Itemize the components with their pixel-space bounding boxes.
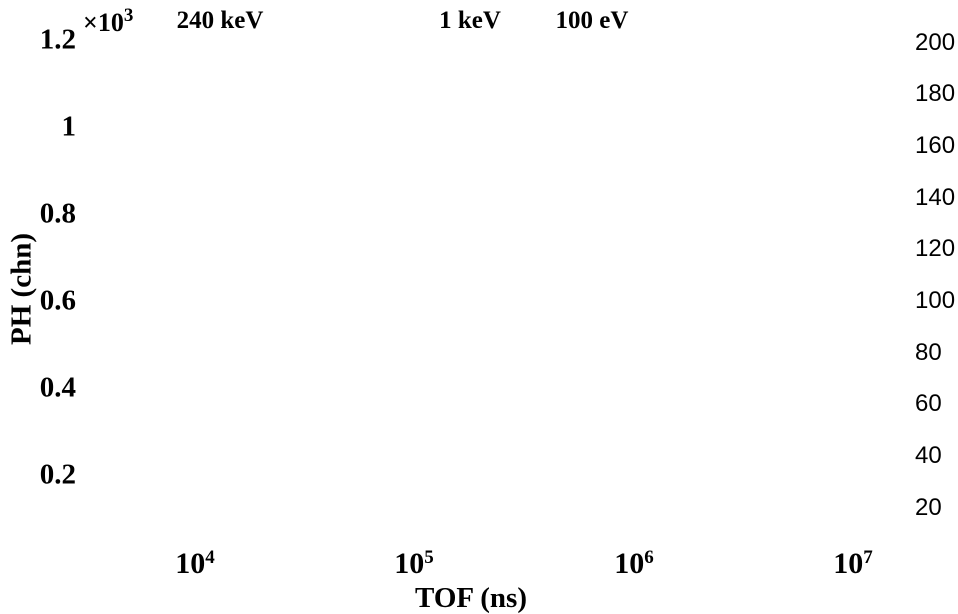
z-tick-label-20: 20 [915, 494, 942, 521]
heatmap-canvas [85, 39, 858, 540]
x-tick-label-1e5: 105 [394, 547, 434, 580]
y-tick-label-0p4: 0.4 [39, 371, 76, 404]
y-tick-label-0p8: 0.8 [39, 197, 76, 230]
z-tick-label-160: 160 [915, 132, 956, 159]
z-tick-label-200: 200 [915, 29, 956, 56]
z-tick-label-80: 80 [915, 339, 942, 366]
z-tick-label-40: 40 [915, 442, 942, 469]
annotation-label-1kev: 1 keV [439, 7, 501, 34]
z-tick-label-60: 60 [915, 390, 942, 417]
x-tick-label-1e7: 107 [833, 547, 873, 580]
annotation-label-240kev: 240 keV [176, 7, 264, 34]
y-tick-label-0p6: 0.6 [39, 284, 76, 317]
y-tick-label-1: 1 [61, 110, 77, 143]
z-tick-label-100: 100 [915, 287, 956, 314]
x-tick-label-1e4: 104 [175, 547, 215, 580]
z-tick-label-120: 120 [915, 235, 956, 262]
y-tick-label-1p2: 1.2 [39, 23, 76, 56]
z-tick-label-180: 180 [915, 80, 956, 107]
x-axis-title: TOF (ns) [415, 582, 527, 614]
annotation-label-100ev: 100 eV [555, 7, 629, 34]
y-axis-offset-label: ×103 [83, 5, 134, 37]
z-tick-label-140: 140 [915, 184, 956, 211]
y-tick-label-0p2: 0.2 [39, 458, 76, 491]
colorbar [863, 39, 908, 540]
x-tick-label-1e6: 106 [614, 547, 654, 580]
y-axis-title: PH (chn) [5, 233, 38, 345]
